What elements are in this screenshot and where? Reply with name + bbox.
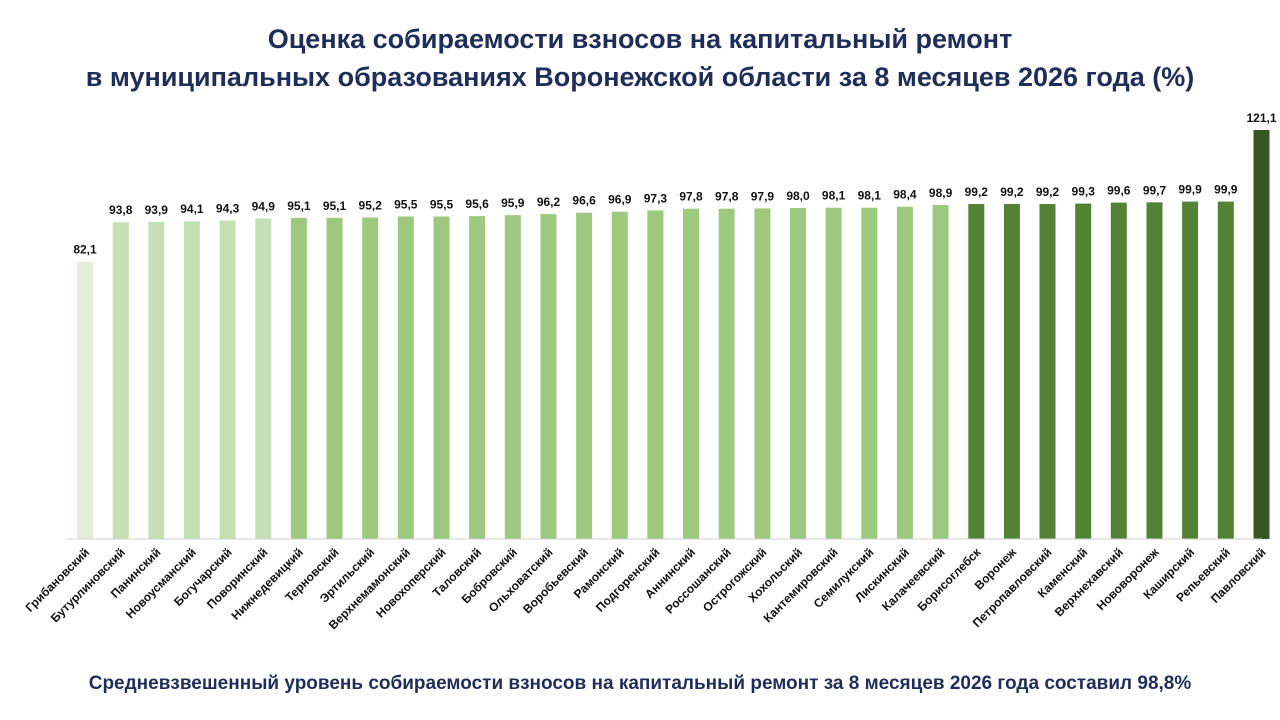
value-label-29: 99,6 (1107, 184, 1131, 198)
bar-5 (255, 218, 272, 539)
value-label-12: 95,9 (501, 196, 525, 210)
value-label-16: 97,3 (644, 191, 668, 205)
value-label-30: 99,7 (1143, 183, 1167, 197)
value-label-25: 99,2 (965, 185, 989, 199)
value-label-5: 94,9 (252, 200, 276, 214)
value-label-8: 95,2 (359, 199, 383, 213)
bar-17 (683, 208, 699, 539)
value-label-4: 94,3 (216, 202, 240, 216)
bar-0 (77, 261, 93, 539)
bar-29 (1110, 202, 1127, 539)
value-label-20: 98,0 (786, 189, 810, 203)
bar-9 (397, 216, 414, 539)
value-label-26: 99,2 (1000, 185, 1024, 199)
bar-23 (896, 206, 913, 539)
category-label-0: Грибановский (23, 545, 92, 614)
category-label-24: Калачеевский (879, 545, 948, 614)
category-label-30: Нововоронеж (1094, 545, 1162, 613)
value-label-17: 97,8 (679, 190, 703, 204)
bar-24 (932, 205, 949, 539)
bar-32 (1217, 201, 1234, 539)
value-label-18: 97,8 (715, 190, 739, 204)
value-label-10: 95,5 (430, 198, 454, 212)
bar-6 (290, 217, 307, 540)
bar-25 (968, 204, 985, 539)
value-label-0: 82,1 (73, 243, 97, 257)
value-label-21: 98,1 (822, 189, 846, 203)
summary-footer: Средневзвешенный уровень собираемости вз… (88, 673, 1192, 694)
value-label-15: 96,9 (608, 193, 632, 207)
bar-28 (1075, 203, 1092, 539)
bar-8 (362, 217, 379, 539)
chart-title: Оценка собираемости взносов на капитальн… (0, 20, 1280, 96)
value-label-9: 95,5 (394, 198, 418, 212)
chart-title-line-1: Оценка собираемости взносов на капитальн… (267, 24, 1013, 54)
bar-26 (1003, 204, 1020, 539)
value-label-11: 95,6 (465, 197, 489, 211)
value-label-27: 99,2 (1036, 185, 1060, 199)
bar-14 (576, 212, 593, 539)
value-label-2: 93,9 (145, 203, 169, 217)
value-label-3: 94,1 (180, 202, 204, 216)
bar-16 (647, 210, 664, 539)
value-label-31: 99,9 (1178, 183, 1202, 197)
chart-title-line-2: в муниципальных образованиях Воронежской… (85, 62, 1195, 92)
value-label-13: 96,2 (537, 195, 561, 209)
bar-11 (469, 216, 486, 539)
bar-chart: 82,1Грибановский93,8Бутурлиновский93,9Па… (23, 111, 1277, 632)
bar-15 (611, 211, 628, 539)
bar-30 (1146, 202, 1163, 540)
bar-4 (219, 220, 236, 539)
value-label-7: 95,1 (323, 199, 347, 213)
value-label-23: 98,4 (893, 188, 917, 202)
bar-18 (718, 208, 735, 539)
bar-3 (183, 221, 200, 539)
bar-33 (1253, 130, 1270, 539)
value-label-14: 96,6 (572, 194, 596, 208)
bar-12 (504, 215, 521, 539)
value-label-1: 93,8 (109, 203, 133, 217)
value-label-24: 98,9 (929, 186, 953, 200)
value-label-33: 121,1 (1246, 111, 1276, 125)
value-label-28: 99,3 (1072, 185, 1096, 199)
value-label-32: 99,9 (1214, 183, 1238, 197)
bar-22 (861, 207, 878, 539)
bar-13 (540, 214, 557, 539)
value-label-6: 95,1 (287, 199, 311, 213)
bar-19 (754, 208, 771, 539)
bar-10 (433, 216, 450, 539)
bar-27 (1039, 204, 1056, 539)
value-label-19: 97,9 (751, 189, 775, 203)
bar-20 (790, 208, 806, 539)
bar-21 (825, 207, 842, 539)
value-label-22: 98,1 (858, 189, 882, 203)
bar-7 (326, 217, 343, 540)
bar-1 (112, 222, 129, 539)
bar-2 (148, 221, 165, 539)
bar-31 (1182, 201, 1199, 539)
